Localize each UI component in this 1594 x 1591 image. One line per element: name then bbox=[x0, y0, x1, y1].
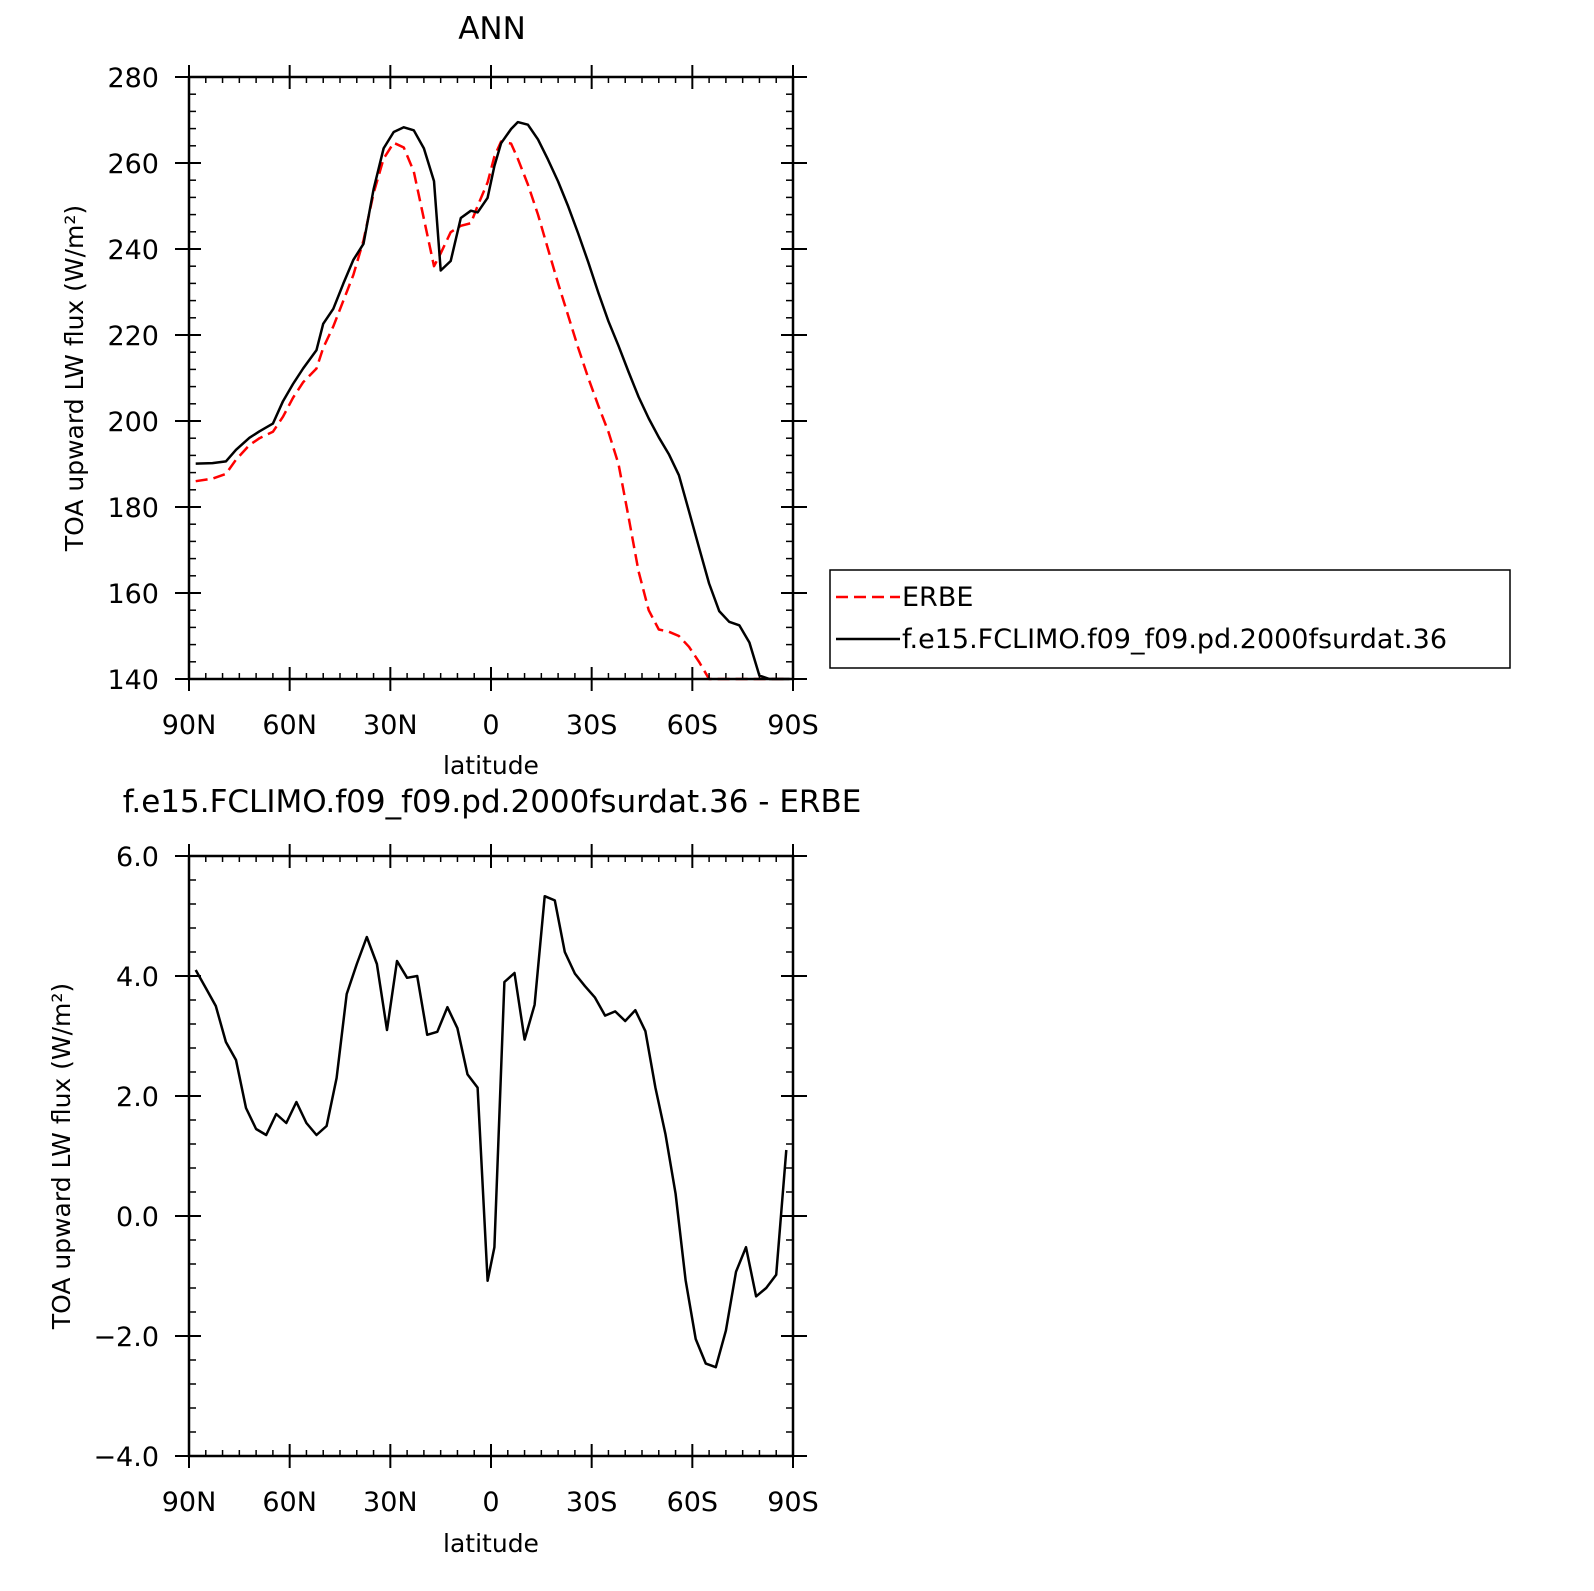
top-y-tick-label: 200 bbox=[107, 407, 159, 438]
top-x-tick-label: 90N bbox=[162, 710, 217, 741]
top-series-line-1 bbox=[195, 120, 790, 681]
top-y-tick-label: 180 bbox=[107, 493, 159, 524]
bottom-x-tick-label: 30N bbox=[363, 1487, 418, 1518]
top-x-tick-label: 0 bbox=[482, 710, 499, 741]
top-x-axis-label: latitude bbox=[443, 751, 539, 780]
bottom-panel: f.e15.FCLIMO.f09_f09.pd.2000fsurdat.36 -… bbox=[47, 784, 861, 1558]
top-series-line-0 bbox=[195, 140, 790, 681]
top-y-tick-label: 140 bbox=[107, 665, 159, 696]
bottom-y-tick-label: 4.0 bbox=[116, 962, 159, 993]
bottom-x-tick-label: 90N bbox=[162, 1487, 217, 1518]
legend-box bbox=[829, 569, 1511, 669]
top-y-tick-label: 160 bbox=[107, 579, 159, 610]
bottom-panel-title: f.e15.FCLIMO.f09_f09.pd.2000fsurdat.36 -… bbox=[123, 784, 862, 820]
top-x-tick-label: 60N bbox=[262, 710, 317, 741]
legend: ERBE f.e15.FCLIMO.f09_f09.pd.2000fsurdat… bbox=[829, 569, 1511, 669]
top-y-tick-label: 280 bbox=[107, 63, 159, 94]
bottom-plot-frame bbox=[187, 854, 795, 1458]
top-y-tick-label: 240 bbox=[107, 235, 159, 266]
bottom-x-tick-label: 30S bbox=[566, 1487, 618, 1518]
bottom-x-axis-label: latitude bbox=[443, 1529, 539, 1558]
bottom-x-tick-label: 60S bbox=[667, 1487, 719, 1518]
bottom-y-tick-label: −2.0 bbox=[93, 1322, 159, 1353]
bottom-y-tick-label: 6.0 bbox=[116, 842, 159, 873]
top-y-axis-label: TOA upward LW flux (W/m²) bbox=[60, 205, 89, 552]
top-x-tick-label: 30S bbox=[566, 710, 618, 741]
legend-label-erbe: ERBE bbox=[902, 582, 973, 613]
top-panel: ANN 90N 60N 30N 0 30S 60S 90S 140 160 180 200 220 24… bbox=[60, 11, 819, 780]
bottom-x-tick-label: 0 bbox=[482, 1487, 499, 1518]
bottom-y-axis-label: TOA upward LW flux (W/m²) bbox=[47, 983, 76, 1330]
top-x-tick-label: 60S bbox=[667, 710, 719, 741]
top-y-tick-label: 260 bbox=[107, 149, 159, 180]
legend-label-model: f.e15.FCLIMO.f09_f09.pd.2000fsurdat.36 bbox=[902, 624, 1447, 655]
bottom-y-tick-label: 2.0 bbox=[116, 1082, 159, 1113]
bottom-x-tick-label: 90S bbox=[767, 1487, 819, 1518]
bottom-y-tick-label: −4.0 bbox=[93, 1442, 159, 1473]
bottom-y-tick-label: 0.0 bbox=[116, 1202, 159, 1233]
top-x-tick-label: 30N bbox=[363, 710, 418, 741]
top-panel-title: ANN bbox=[458, 11, 526, 47]
top-x-tick-label: 90S bbox=[767, 710, 819, 741]
bottom-series-line-0 bbox=[194, 894, 788, 1369]
bottom-x-tick-label: 60N bbox=[262, 1487, 317, 1518]
top-y-tick-label: 220 bbox=[107, 321, 159, 352]
